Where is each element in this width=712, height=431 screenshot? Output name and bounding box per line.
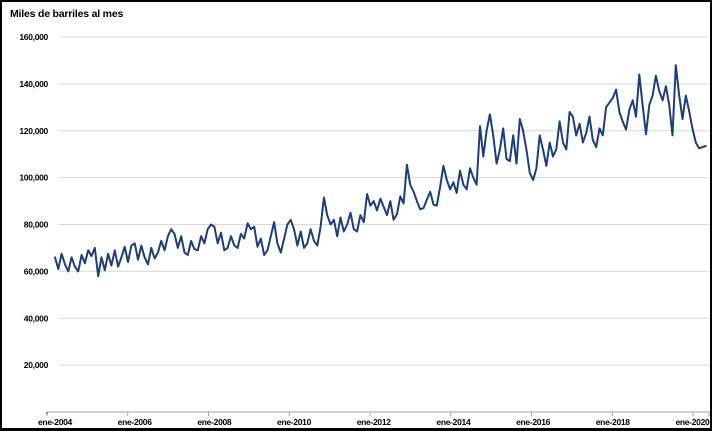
x-axis-label: ene-2016 <box>516 417 551 427</box>
x-axis-label: ene-2012 <box>357 417 392 427</box>
x-axis-label: ene-2018 <box>596 417 631 427</box>
x-axis-label: ene-2020 <box>675 417 710 427</box>
x-axis-label: ene-2014 <box>436 417 471 427</box>
x-axis-label: ene-2010 <box>277 417 312 427</box>
x-axis-label: ene-2004 <box>38 417 73 427</box>
y-axis-label: 160,000 <box>19 32 48 42</box>
x-axis-label: ene-2006 <box>118 417 153 427</box>
y-axis-label: 60,000 <box>24 266 49 276</box>
chart-title: Miles de barriles al mes <box>10 8 124 20</box>
y-axis-label: 40,000 <box>24 313 49 323</box>
y-axis-label: 100,000 <box>19 173 48 183</box>
data-series-line <box>54 64 707 278</box>
x-axis-label: ene-2008 <box>197 417 232 427</box>
y-axis-label: 20,000 <box>24 360 49 370</box>
y-axis-label: 140,000 <box>19 79 48 89</box>
y-axis-label: 120,000 <box>19 126 48 136</box>
y-axis-label: 80,000 <box>24 220 49 230</box>
